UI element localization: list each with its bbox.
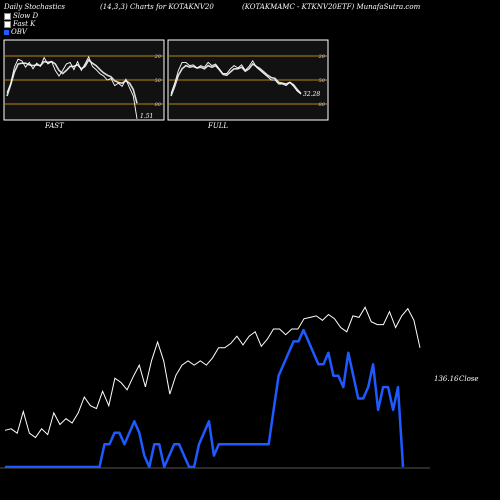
legend-slow-d-label: Slow D: [13, 12, 39, 20]
header-right: (KOTAKMAMC - KTKNV20ETF) MunafaSutra.com: [242, 3, 421, 11]
tick-label-20: 80: [155, 102, 162, 108]
series-slow-d: [170, 62, 302, 97]
close-suffix-label: Close: [459, 375, 479, 383]
series-close: [4, 306, 421, 439]
legend-slow-d-swatch: [4, 12, 11, 20]
legend-fast-k: Fast K: [4, 20, 35, 28]
stochastic-panel-fast: [3, 39, 165, 121]
panel-title-fast: FAST: [44, 122, 65, 130]
close-value-label: 136.16: [434, 375, 459, 383]
tick-label-20: 80: [319, 102, 326, 108]
legend-fast-k-label: Fast K: [13, 20, 36, 28]
legend-obv: OBV: [4, 28, 27, 36]
stochastic-panel-full: [167, 39, 329, 121]
panel-title-full: FULL: [207, 122, 228, 130]
series-fast-k: [170, 59, 302, 95]
legend-obv-label: OBV: [11, 28, 27, 36]
tick-label-80: 20: [154, 54, 162, 60]
tick-label-80: 20: [318, 54, 326, 60]
legend-obv-swatch: [4, 29, 9, 35]
series-obv: [5, 328, 405, 469]
tick-label-50: 50: [155, 78, 162, 84]
header-left: Daily Stochastics: [4, 3, 66, 11]
header-center: (14,3,3) Charts for KOTAKNV20: [100, 3, 214, 11]
last-value-label: 1.51: [140, 113, 153, 120]
legend-fast-k-swatch: [4, 20, 11, 28]
series-fast-k: [6, 55, 138, 119]
legend-slow-d: Slow D: [4, 12, 38, 20]
tick-label-50: 50: [319, 78, 326, 84]
last-value-label: 32.28: [303, 91, 320, 98]
